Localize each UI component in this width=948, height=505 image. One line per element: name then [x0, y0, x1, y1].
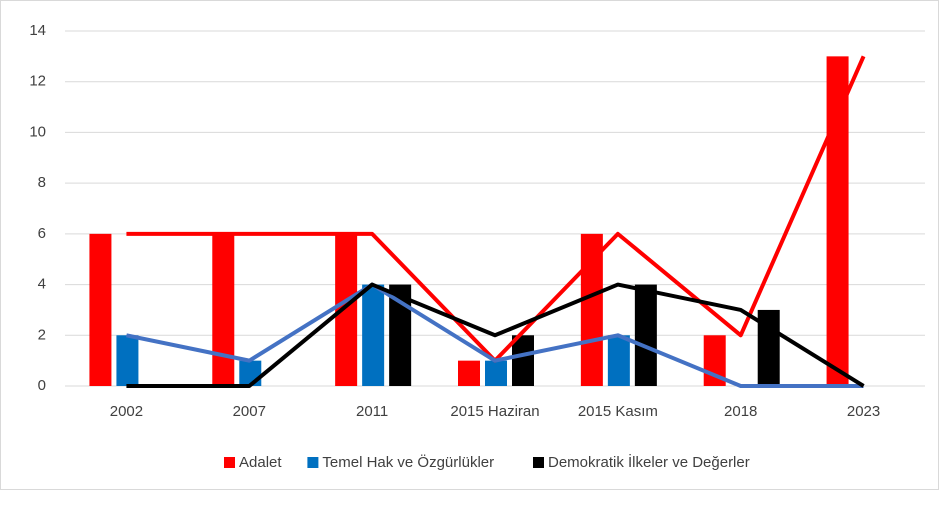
x-tick-label: 2007 — [233, 403, 266, 420]
bar — [826, 56, 849, 386]
y-tick-label: 2 — [38, 326, 46, 343]
bar — [239, 360, 262, 386]
bar — [389, 284, 412, 386]
y-tick-label: 12 — [29, 73, 46, 90]
bar — [116, 335, 139, 386]
legend-label: Demokratik İlkeler ve Değerler — [548, 453, 750, 471]
x-tick-label: 2002 — [110, 403, 143, 420]
legend-swatch — [533, 457, 544, 468]
bar — [212, 233, 235, 386]
y-tick-label: 10 — [29, 123, 46, 140]
legend-swatch — [307, 457, 319, 468]
legend-swatch — [224, 457, 235, 468]
legend-label: Temel Hak ve Özgürlükler — [322, 453, 494, 471]
y-tick-label: 0 — [38, 377, 46, 394]
line — [126, 282, 864, 388]
legend-label: Adalet — [239, 454, 282, 471]
bar — [362, 284, 385, 386]
bar — [335, 233, 358, 386]
x-tick-label: 2015 Haziran — [450, 403, 539, 420]
bar — [89, 233, 112, 386]
bar — [634, 284, 657, 386]
y-tick-label: 6 — [38, 225, 46, 242]
bar — [485, 360, 507, 386]
line — [126, 282, 865, 388]
bar — [458, 360, 480, 386]
x-tick-label: 2011 — [356, 403, 388, 420]
y-tick-label: 8 — [38, 174, 46, 191]
bar — [512, 335, 534, 386]
y-tick-label: 14 — [29, 22, 46, 39]
y-tick-label: 4 — [38, 276, 46, 293]
x-tick-label: 2018 — [724, 403, 757, 420]
bar — [607, 335, 630, 386]
x-tick-label: 2015 Kasım — [578, 403, 658, 420]
bar — [580, 233, 603, 386]
x-tick-label: 2023 — [847, 403, 880, 420]
